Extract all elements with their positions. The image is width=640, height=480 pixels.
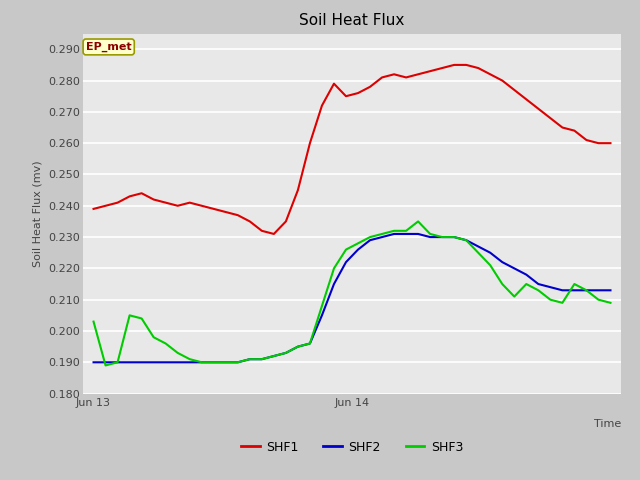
Text: EP_met: EP_met [86,42,131,52]
Title: Soil Heat Flux: Soil Heat Flux [300,13,404,28]
Text: Time: Time [593,419,621,429]
Legend: SHF1, SHF2, SHF3: SHF1, SHF2, SHF3 [236,436,468,459]
Y-axis label: Soil Heat Flux (mv): Soil Heat Flux (mv) [33,160,43,267]
